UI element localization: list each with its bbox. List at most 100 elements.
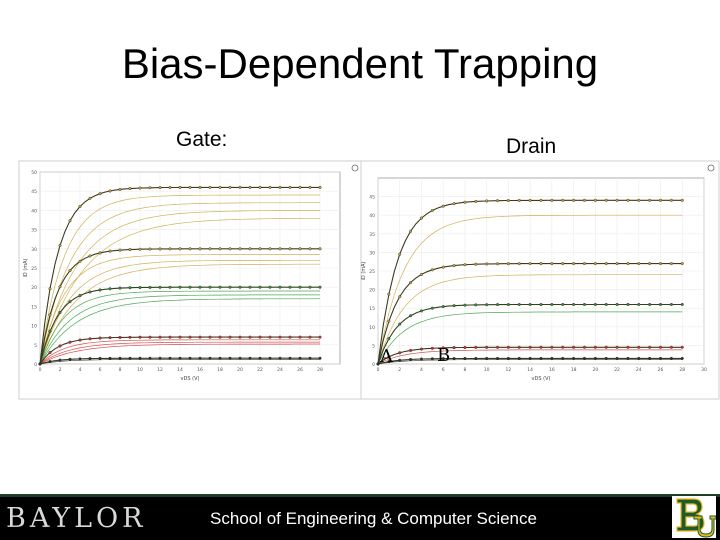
data-point	[680, 198, 684, 202]
data-point	[298, 247, 302, 251]
data-point	[268, 185, 272, 189]
x-tick-label: 18	[571, 367, 577, 373]
data-point	[58, 358, 62, 362]
y-tick-label: 50	[31, 170, 37, 176]
footer-bar: BAYLOR School of Engineering & Computer …	[0, 494, 720, 540]
data-point	[550, 345, 554, 349]
data-point	[68, 300, 72, 304]
x-tick-label: 20	[237, 367, 243, 373]
trap-curve-0-2	[39, 210, 320, 365]
data-point	[528, 303, 532, 307]
data-point	[68, 340, 72, 344]
data-point	[158, 356, 162, 360]
data-point	[615, 198, 619, 202]
y-tick-label: 25	[31, 266, 37, 272]
data-point	[78, 259, 82, 263]
data-point	[539, 356, 543, 360]
data-point	[278, 335, 282, 339]
baylor-wordmark: BAYLOR	[6, 503, 147, 534]
data-point	[138, 285, 142, 289]
x-tick-label: 16	[549, 367, 555, 373]
data-point	[128, 356, 132, 360]
data-point	[561, 198, 565, 202]
data-point	[158, 285, 162, 289]
data-point	[398, 322, 402, 326]
data-point	[178, 356, 182, 360]
data-point	[669, 356, 673, 360]
data-point	[648, 198, 652, 202]
trap-curve-0-0	[39, 194, 320, 365]
data-point	[68, 269, 72, 273]
data-point	[278, 285, 282, 289]
data-point	[48, 287, 52, 291]
close-icon	[351, 164, 359, 172]
y-tick-label: 45	[31, 189, 37, 195]
data-point	[430, 346, 434, 350]
data-point	[615, 262, 619, 266]
data-point	[148, 285, 152, 289]
data-point	[593, 356, 597, 360]
x-tick-label: 20	[592, 367, 598, 373]
y-tick-label: 30	[31, 247, 37, 253]
data-point	[318, 247, 322, 251]
x-tick-label: 22	[257, 367, 263, 373]
x-tick-label: 4	[420, 367, 423, 373]
data-point	[248, 247, 252, 251]
x-tick-label: 22	[614, 367, 620, 373]
data-point	[550, 198, 554, 202]
data-point	[409, 348, 413, 352]
data-point	[78, 357, 82, 361]
x-tick-label: 16	[197, 367, 203, 373]
footer-accent	[0, 494, 720, 497]
data-point	[68, 219, 72, 223]
trap-curve-3-0	[377, 349, 683, 365]
data-point	[218, 285, 222, 289]
data-point	[88, 196, 92, 200]
trap-curve-3-0	[39, 339, 320, 365]
data-point	[308, 356, 312, 360]
data-point	[228, 356, 232, 360]
y-tick-label: 40	[31, 208, 37, 214]
y-tick-label: 10	[31, 324, 37, 330]
data-point	[108, 189, 112, 193]
trap-curve-2-0	[39, 290, 320, 365]
data-point	[188, 285, 192, 289]
trap-curve-1-0	[377, 274, 683, 365]
data-point	[148, 335, 152, 339]
data-point	[539, 262, 543, 266]
data-point	[128, 286, 132, 290]
y-tick-label: 5	[372, 343, 375, 349]
data-point	[118, 286, 122, 290]
data-point	[218, 356, 222, 360]
data-point	[138, 335, 142, 339]
y-tick-label: 15	[369, 306, 375, 312]
slide-title: Bias-Dependent Trapping	[121, 40, 599, 87]
data-point	[88, 357, 92, 361]
data-point	[288, 335, 292, 339]
data-point	[593, 302, 597, 306]
data-point	[419, 216, 423, 220]
x-tick-label: 6	[442, 367, 445, 373]
data-point	[506, 356, 510, 360]
x-tick-label: 24	[277, 367, 283, 373]
data-point	[517, 356, 521, 360]
data-point	[430, 306, 434, 310]
data-point	[78, 294, 82, 298]
data-point	[517, 262, 521, 266]
data-point	[680, 302, 684, 306]
gate-label: Gate:	[176, 128, 228, 151]
x-tick-label: 8	[463, 367, 466, 373]
data-point	[430, 268, 434, 272]
data-point	[198, 285, 202, 289]
data-point	[168, 356, 172, 360]
data-point	[308, 335, 312, 339]
data-point	[441, 265, 445, 269]
data-point	[430, 357, 434, 361]
data-point	[680, 356, 684, 360]
data-point	[98, 192, 102, 196]
x-tick-label: 0	[39, 367, 42, 373]
x-tick-label: 10	[137, 367, 143, 373]
data-point	[572, 198, 576, 202]
data-point	[441, 204, 445, 208]
data-point	[539, 198, 543, 202]
